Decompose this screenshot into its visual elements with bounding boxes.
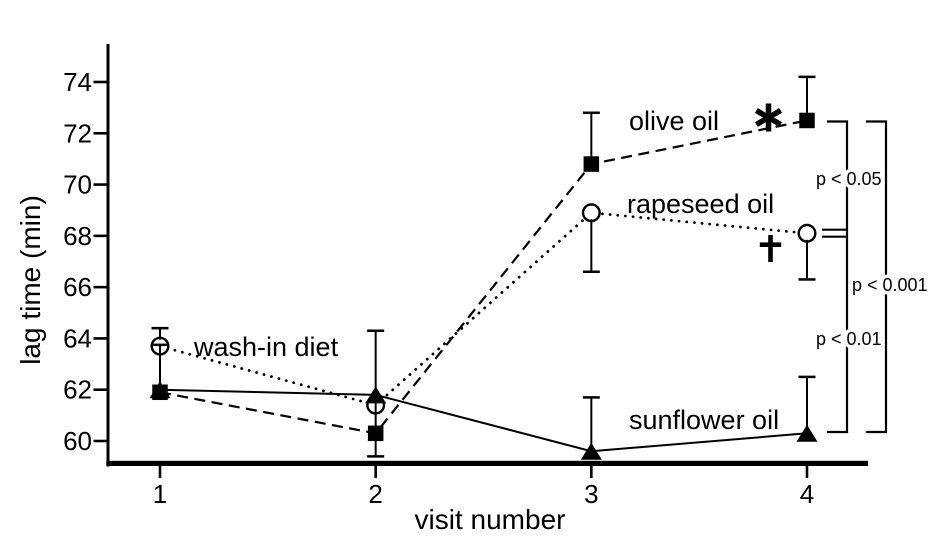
x-tick-label: 3	[584, 479, 598, 509]
y-tick-label: 62	[63, 375, 92, 405]
y-tick-label: 64	[63, 323, 92, 353]
error-bar-cap	[582, 111, 600, 115]
error-bar-cap	[367, 329, 385, 332]
x-tick	[805, 466, 809, 478]
series-line-olive-oil	[159, 119, 808, 435]
series-line-sunflower-oil	[159, 388, 808, 453]
x-tick	[374, 466, 377, 478]
y-tick-label: 66	[63, 272, 92, 302]
y-axis-title: lag time (min)	[15, 195, 46, 365]
circle-marker	[581, 203, 601, 223]
wash-in-label: wash-in diet	[193, 332, 339, 362]
x-tick-label: 2	[368, 479, 382, 509]
error-bar-cap	[151, 343, 169, 347]
asterisk-stroke	[755, 108, 782, 127]
error-bar-cap	[367, 455, 385, 458]
significance-dagger	[759, 235, 782, 262]
x-tick	[158, 466, 162, 478]
y-tick-label: 68	[63, 221, 92, 251]
error-bar-cap	[798, 278, 816, 281]
significance-bracket	[866, 120, 888, 434]
dagger-crossbar	[759, 242, 782, 247]
y-tick	[93, 183, 107, 186]
sunflower-label-label: sunflower oil	[629, 405, 779, 435]
error-bar-cap	[151, 326, 169, 330]
y-tick	[93, 131, 107, 135]
x-axis-title: visit number	[414, 504, 566, 535]
series-markers-rapeseed-oil	[150, 203, 817, 415]
x-axis	[106, 460, 869, 466]
p-value-label: p < 0.001	[852, 275, 928, 295]
x-tick-label: 4	[800, 479, 814, 509]
p-value-label: p < 0.05	[816, 169, 882, 189]
x-tick-label: 1	[153, 479, 167, 509]
error-bar-cap	[798, 75, 816, 79]
circle-marker	[797, 223, 817, 243]
y-tick	[93, 285, 107, 289]
significance-asterisk	[755, 103, 782, 132]
error-bar-cap	[582, 270, 600, 274]
error-bar-cap	[798, 375, 816, 379]
y-tick	[93, 234, 107, 238]
y-tick	[93, 80, 107, 84]
y-tick-label: 72	[63, 118, 92, 148]
x-tick	[590, 466, 593, 478]
y-axis	[106, 44, 110, 467]
y-tick-label: 74	[63, 67, 92, 97]
y-tick	[93, 388, 107, 392]
p-value-label: p < 0.01	[816, 329, 882, 349]
y-tick-label: 70	[63, 170, 92, 200]
y-tick	[93, 439, 107, 443]
y-tick-label: 60	[63, 426, 92, 456]
series-line-rapeseed-oil	[158, 211, 809, 407]
rapeseed-label-label: rapeseed oil	[627, 189, 774, 219]
olive-label-label: olive oil	[629, 106, 719, 136]
error-bar-cap	[582, 396, 600, 399]
dagger-stem	[768, 235, 773, 262]
y-tick	[93, 337, 107, 340]
significance-bracket	[827, 120, 849, 434]
